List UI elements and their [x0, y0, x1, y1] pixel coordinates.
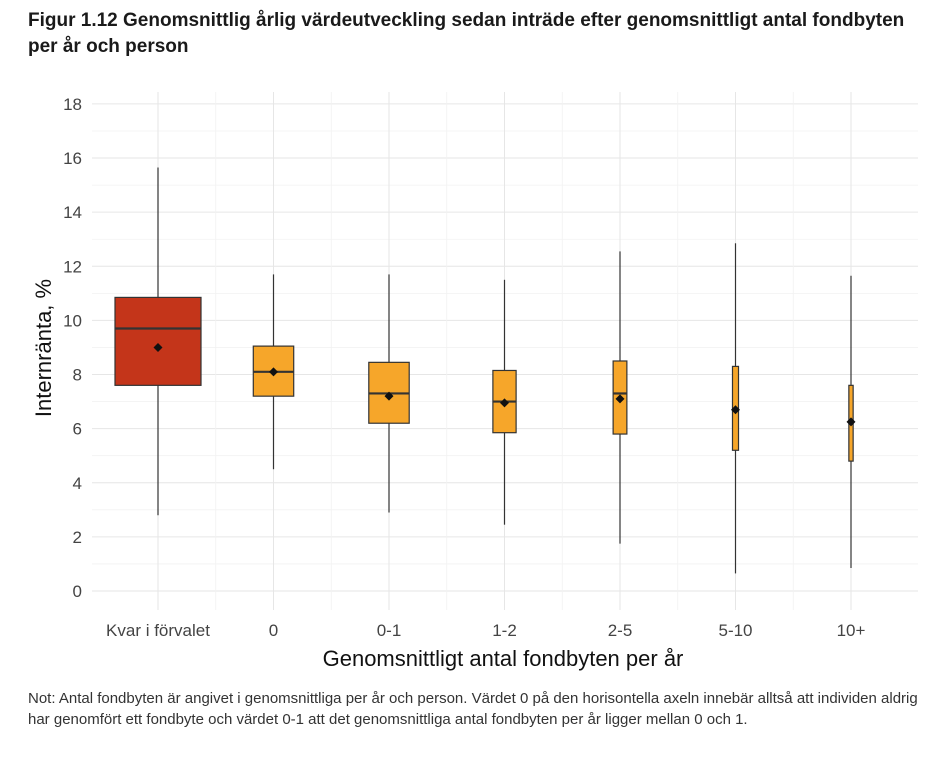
mean-marker	[500, 398, 509, 408]
x-axis-title: Genomsnittligt antal fondbyten per år	[323, 646, 684, 671]
mean-marker	[269, 367, 278, 377]
y-axis-ticks: 0 2 4 6 8 10 12 14 16 18	[63, 95, 82, 601]
y-tick-label: 2	[73, 528, 82, 547]
chart-title: Figur 1.12 Genomsnittlig årlig värdeutve…	[28, 10, 905, 57]
x-tick-label: 2-5	[608, 621, 633, 640]
chart-note: Not: Antal fondbyten är angivet i genoms…	[28, 690, 918, 728]
y-tick-label: 10	[63, 311, 82, 330]
mean-marker	[846, 417, 856, 427]
y-axis-title: Internränta, %	[31, 279, 56, 417]
y-tick-label: 4	[73, 474, 82, 493]
mean-marker	[384, 391, 394, 401]
box-iqr	[114, 296, 202, 386]
mean-marker	[615, 394, 625, 404]
box-10-	[846, 275, 856, 568]
box-0-1	[368, 274, 410, 513]
x-tick-label: 0-1	[377, 621, 402, 640]
x-axis-ticks: Kvar i förvalet 0 0-1 1-2 2-5 5-10 10+	[106, 621, 865, 640]
boxplot-chart: 0 2 4 6 8 10 12 14 16 18 Kvar i förvalet 0 0-1 1-2 2-…	[31, 92, 918, 671]
x-tick-label: 1-2	[492, 621, 517, 640]
y-tick-label: 6	[73, 420, 82, 439]
box-1-2	[492, 279, 517, 525]
x-tick-label: 10+	[837, 621, 866, 640]
boxes	[114, 167, 856, 574]
box-5-10	[731, 243, 740, 574]
box-2-5	[612, 251, 628, 544]
x-tick-label: 5-10	[718, 621, 752, 640]
y-tick-label: 0	[73, 582, 82, 601]
y-tick-label: 18	[63, 95, 82, 114]
box-kvar-i-f-rvalet	[114, 167, 202, 516]
mean-marker	[153, 342, 163, 352]
y-tick-label: 16	[63, 149, 82, 168]
y-tick-label: 12	[63, 257, 82, 276]
y-tick-label: 14	[63, 203, 82, 222]
mean-marker	[731, 405, 740, 415]
y-tick-label: 8	[73, 366, 82, 385]
box-0	[252, 274, 295, 470]
x-tick-label: 0	[269, 621, 278, 640]
x-tick-label: Kvar i förvalet	[106, 621, 210, 640]
